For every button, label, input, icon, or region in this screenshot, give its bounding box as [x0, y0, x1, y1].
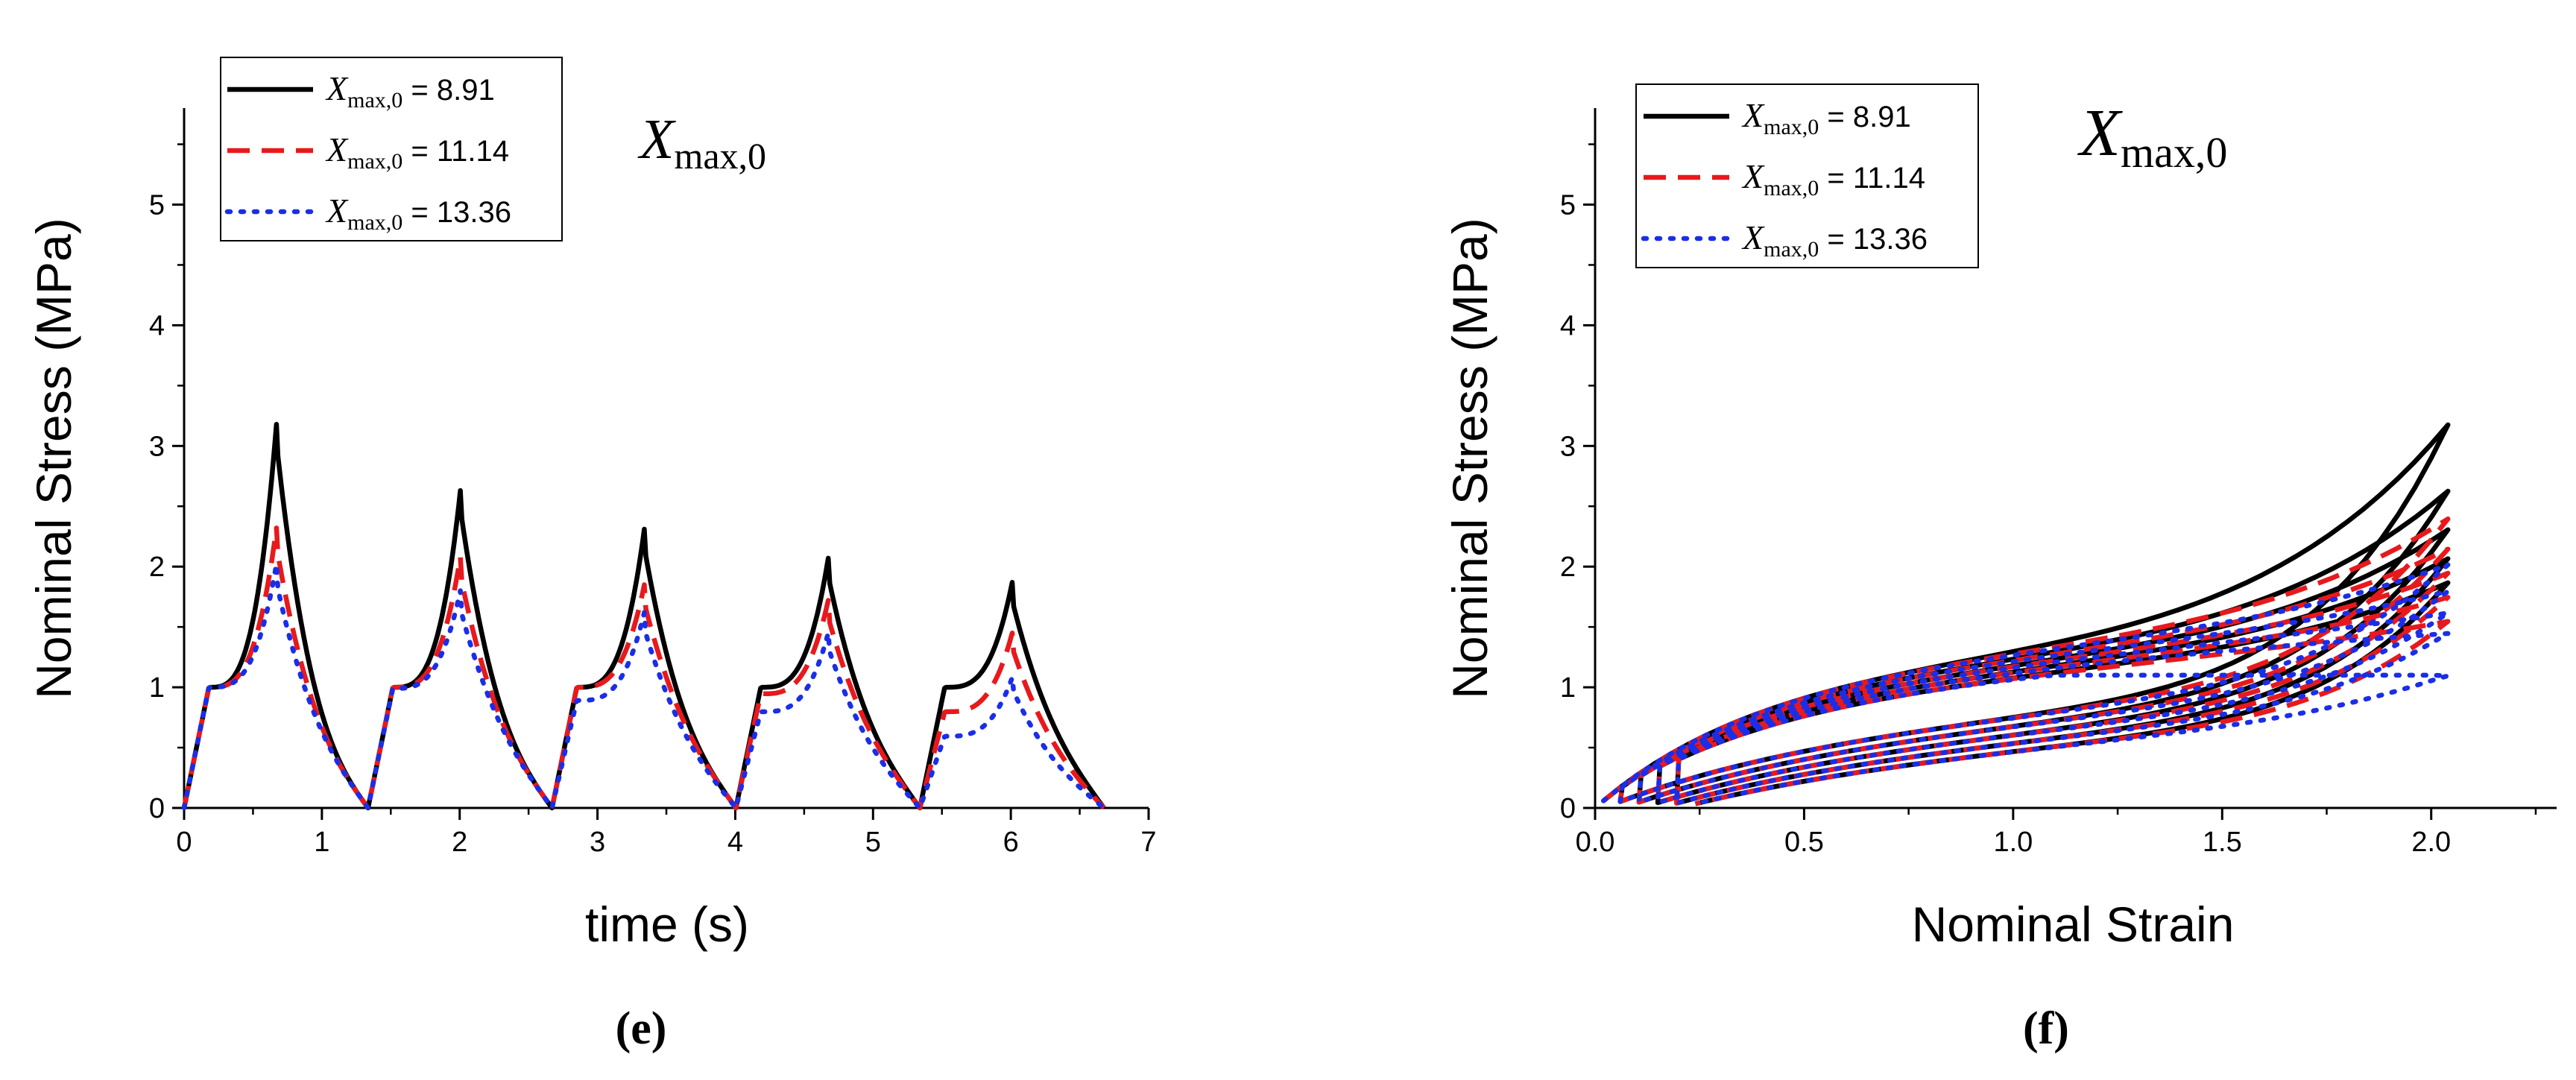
chart-e-ticks: 0 1 2 3 4 5 0 1 2 3 4 5 6 7 — [149, 143, 1157, 858]
x-tick-label: 5 — [865, 827, 881, 858]
x-tick-label: 6 — [1003, 827, 1019, 858]
series-line-solid — [181, 421, 1106, 811]
chart-f-ticks: 0 1 2 3 4 5 0.0 0.5 1.0 1.5 2.0 — [1560, 143, 2537, 858]
chart-e-annotation: Xmax,0 — [637, 108, 766, 177]
legend-value: = 8.91 — [402, 74, 494, 107]
chart-f-annotation: Xmax,0 — [2077, 96, 2227, 177]
chart-f-axes — [1594, 108, 2557, 809]
legend-value: = 11.14 — [1819, 162, 1925, 195]
x-tick-label: 1.0 — [1993, 827, 2033, 858]
chart-e-panel-label: (e) — [616, 1003, 667, 1054]
x-tick-label: 1.5 — [2203, 827, 2242, 858]
legend-label: Xmax,0 = 8.91 — [1741, 96, 1911, 139]
chart-panel-e: 0 1 2 3 4 5 0 1 2 3 4 5 6 7 time (s) Nominal Stress (… — [26, 57, 1157, 1054]
chart-f-series — [1600, 422, 2451, 806]
x-tick-label: 2.0 — [2411, 827, 2451, 858]
y-tick-label: 5 — [1560, 190, 1576, 221]
chart-e-ylabel: Nominal Stress (MPa) — [26, 218, 81, 698]
x-tick-label: 4 — [727, 827, 743, 858]
x-tick-label: 1 — [314, 827, 329, 858]
x-tick-label: 0.5 — [1784, 827, 1824, 858]
series-line-dotted — [181, 561, 1107, 811]
x-tick-label: 3 — [590, 827, 605, 858]
legend-symbol: X — [325, 130, 349, 168]
legend-sub: max,0 — [347, 149, 402, 174]
legend-label: Xmax,0 = 11.14 — [1741, 157, 1925, 200]
legend-value: = 11.14 — [402, 135, 509, 168]
legend-sub: max,0 — [1764, 237, 1819, 262]
y-tick-label: 3 — [149, 431, 165, 462]
legend-label: Xmax,0 = 11.14 — [325, 130, 509, 174]
y-tick-label: 0 — [149, 793, 165, 824]
chart-e-xlabel: time (s) — [585, 897, 749, 952]
y-tick-label: 1 — [149, 672, 165, 704]
chart-f-annotation-sub: max,0 — [2121, 128, 2227, 177]
y-tick-label: 2 — [1560, 552, 1576, 583]
chart-e-series — [181, 421, 1107, 811]
y-tick-label: 5 — [149, 190, 165, 221]
series-line-dashed — [181, 525, 1106, 811]
chart-f-annotation-symbol: X — [2077, 96, 2123, 170]
legend-sub: max,0 — [347, 210, 402, 235]
y-tick-label: 0 — [1560, 793, 1576, 824]
legend-label: Xmax,0 = 13.36 — [325, 192, 511, 235]
legend-sub: max,0 — [1764, 115, 1819, 139]
x-tick-label: 0 — [176, 827, 192, 858]
y-tick-label: 4 — [149, 310, 165, 341]
y-tick-label: 4 — [1560, 310, 1576, 341]
legend-symbol: X — [1741, 157, 1765, 195]
legend-sub: max,0 — [347, 88, 402, 113]
y-tick-label: 1 — [1560, 672, 1576, 704]
legend-value: = 13.36 — [402, 196, 511, 229]
x-tick-label: 2 — [452, 827, 467, 858]
chart-f-ylabel: Nominal Stress (MPa) — [1442, 218, 1497, 698]
chart-e-annotation-symbol: X — [637, 108, 676, 171]
legend-label: Xmax,0 = 8.91 — [325, 69, 495, 113]
y-tick-label: 3 — [1560, 431, 1576, 462]
chart-f-panel-label: (f) — [2023, 1003, 2069, 1054]
chart-f-xlabel: Nominal Strain — [1912, 897, 2235, 952]
chart-panel-f: 0 1 2 3 4 5 0.0 0.5 1.0 1.5 2.0 Nominal Strain Nom… — [1442, 83, 2557, 1054]
y-tick-label: 2 — [149, 552, 165, 583]
x-tick-label: 7 — [1140, 827, 1156, 858]
legend-sub: max,0 — [1764, 176, 1819, 200]
legend-value: = 8.91 — [1819, 101, 1910, 133]
x-tick-label: 0.0 — [1576, 827, 1615, 858]
legend-symbol: X — [1741, 96, 1765, 134]
legend-value: = 13.36 — [1819, 223, 1928, 256]
legend-label: Xmax,0 = 13.36 — [1741, 218, 1928, 262]
legend-symbol: X — [1741, 218, 1765, 256]
chart-e-annotation-sub: max,0 — [674, 135, 766, 177]
series-line-dashed — [1602, 516, 2451, 806]
legend-symbol: X — [325, 192, 349, 230]
legend-symbol: X — [325, 69, 349, 107]
